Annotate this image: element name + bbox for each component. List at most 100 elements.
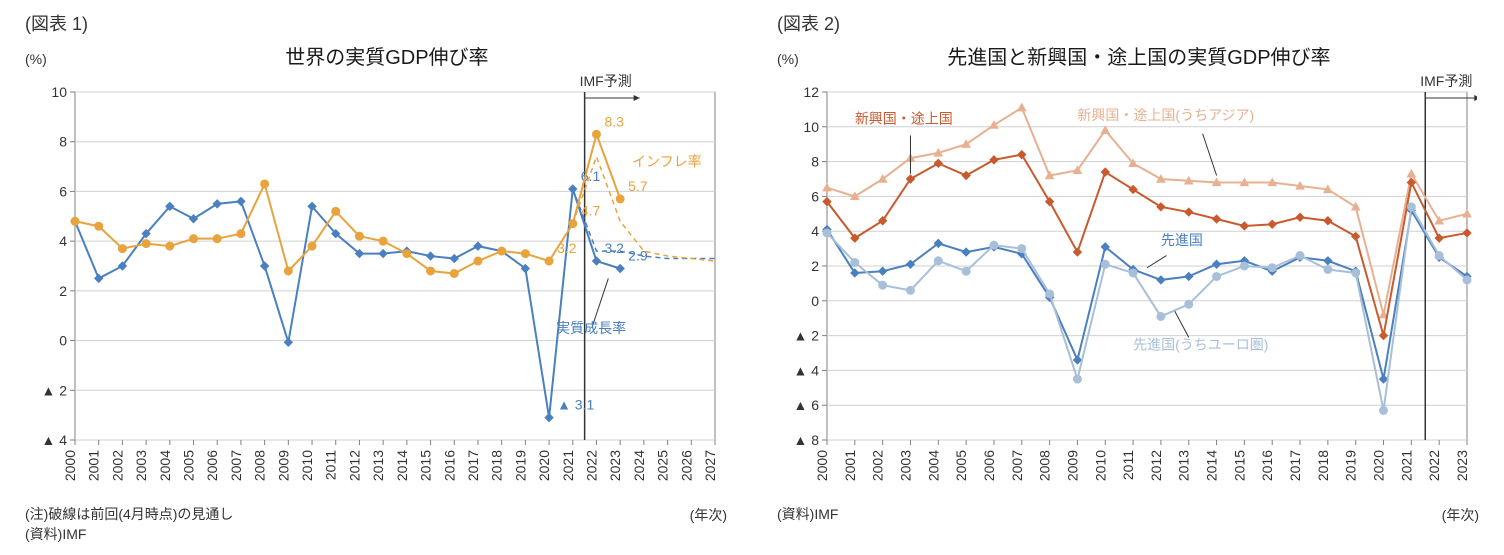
svg-text:2010: 2010 bbox=[299, 450, 315, 481]
svg-text:8.3: 8.3 bbox=[604, 113, 624, 129]
svg-text:インフレ率: インフレ率 bbox=[632, 154, 702, 170]
svg-text:2015: 2015 bbox=[418, 450, 434, 481]
svg-text:2010: 2010 bbox=[1092, 450, 1108, 481]
chart1-footnote1: (注)破線は前回(4月時点)の見通し bbox=[25, 505, 233, 525]
svg-text:2005: 2005 bbox=[181, 450, 197, 481]
svg-text:2013: 2013 bbox=[370, 450, 386, 481]
svg-text:2005: 2005 bbox=[953, 450, 969, 481]
svg-text:2007: 2007 bbox=[228, 450, 244, 481]
svg-text:2: 2 bbox=[811, 258, 819, 274]
svg-text:2023: 2023 bbox=[1454, 450, 1470, 481]
chart2-fig-label: (図表 2) bbox=[777, 10, 1479, 36]
chart1-footer: (注)破線は前回(4月時点)の見通し (資料)IMF (年次) bbox=[25, 505, 727, 544]
svg-text:2002: 2002 bbox=[870, 450, 886, 481]
svg-text:IMF予測: IMF予測 bbox=[580, 73, 632, 89]
svg-text:▲ 2: ▲ 2 bbox=[793, 328, 819, 344]
chart1-fig-label: (図表 1) bbox=[25, 10, 727, 36]
svg-text:0: 0 bbox=[811, 293, 819, 309]
svg-text:8: 8 bbox=[811, 154, 819, 170]
svg-text:2019: 2019 bbox=[512, 450, 528, 481]
chart1-y-unit: (%) bbox=[25, 51, 47, 67]
svg-text:2000: 2000 bbox=[62, 450, 78, 481]
chart2-wrap: (%) 先進国と新興国・途上国の実質GDP伸び率 ▲ 8▲ 6▲ 4▲ 2024… bbox=[777, 41, 1479, 525]
svg-text:2015: 2015 bbox=[1231, 450, 1247, 481]
svg-text:新興国・途上国(うちアジア): 新興国・途上国(うちアジア) bbox=[1077, 107, 1254, 123]
svg-text:2009: 2009 bbox=[275, 450, 291, 481]
svg-text:5.7: 5.7 bbox=[628, 178, 648, 194]
svg-text:2006: 2006 bbox=[204, 450, 220, 481]
svg-text:2009: 2009 bbox=[1064, 450, 1080, 481]
chart2-panel: (図表 2) (%) 先進国と新興国・途上国の実質GDP伸び率 ▲ 8▲ 6▲ … bbox=[752, 0, 1504, 555]
svg-text:8: 8 bbox=[59, 134, 67, 150]
chart1-footnotes: (注)破線は前回(4月時点)の見通し (資料)IMF bbox=[25, 505, 233, 544]
svg-text:2008: 2008 bbox=[1037, 450, 1053, 481]
svg-text:4.7: 4.7 bbox=[581, 203, 601, 219]
svg-text:2001: 2001 bbox=[86, 450, 102, 481]
svg-text:2014: 2014 bbox=[1204, 450, 1220, 481]
svg-text:2018: 2018 bbox=[489, 450, 505, 481]
chart2-footnote: (資料)IMF bbox=[777, 505, 838, 525]
svg-text:2014: 2014 bbox=[394, 450, 410, 481]
svg-text:2016: 2016 bbox=[1259, 450, 1275, 481]
svg-text:▲ 2: ▲ 2 bbox=[41, 382, 67, 398]
svg-text:2003: 2003 bbox=[133, 450, 149, 481]
svg-text:▲ 6: ▲ 6 bbox=[793, 397, 819, 413]
svg-text:2023: 2023 bbox=[607, 450, 623, 481]
svg-text:2002: 2002 bbox=[109, 450, 125, 481]
svg-text:2017: 2017 bbox=[1287, 450, 1303, 481]
svg-text:2016: 2016 bbox=[441, 450, 457, 481]
svg-text:2004: 2004 bbox=[157, 450, 173, 481]
svg-text:2011: 2011 bbox=[1120, 450, 1136, 480]
svg-text:3.2: 3.2 bbox=[604, 240, 624, 256]
svg-text:2006: 2006 bbox=[981, 450, 997, 481]
chart1-x-unit: (年次) bbox=[690, 505, 727, 544]
svg-text:2026: 2026 bbox=[678, 450, 694, 481]
svg-text:2021: 2021 bbox=[560, 450, 576, 481]
svg-text:2022: 2022 bbox=[1426, 450, 1442, 481]
chart1-footnote2: (資料)IMF bbox=[25, 525, 233, 545]
svg-text:2007: 2007 bbox=[1009, 450, 1025, 481]
svg-text:▲ 4: ▲ 4 bbox=[41, 432, 67, 448]
svg-text:0: 0 bbox=[59, 333, 67, 349]
svg-text:2018: 2018 bbox=[1315, 450, 1331, 481]
svg-text:3.2: 3.2 bbox=[557, 240, 577, 256]
svg-text:2011: 2011 bbox=[323, 450, 339, 480]
svg-text:2024: 2024 bbox=[631, 450, 647, 481]
svg-text:12: 12 bbox=[803, 84, 819, 100]
svg-text:新興国・途上国: 新興国・途上国 bbox=[855, 110, 953, 126]
svg-text:2013: 2013 bbox=[1176, 450, 1192, 481]
svg-text:10: 10 bbox=[803, 119, 819, 135]
svg-text:▲ 8: ▲ 8 bbox=[793, 432, 819, 448]
svg-text:先進国(うちユーロ圏): 先進国(うちユーロ圏) bbox=[1133, 337, 1268, 353]
svg-text:2003: 2003 bbox=[897, 450, 913, 481]
svg-text:実質成長率: 実質成長率 bbox=[556, 320, 626, 336]
svg-text:2027: 2027 bbox=[702, 450, 718, 481]
chart2-footer: (資料)IMF (年次) bbox=[777, 505, 1479, 525]
chart2-x-unit: (年次) bbox=[1442, 505, 1479, 525]
svg-text:2025: 2025 bbox=[655, 450, 671, 481]
chart2-svg: ▲ 8▲ 6▲ 4▲ 20246810122000200120022003200… bbox=[777, 70, 1477, 500]
svg-text:2008: 2008 bbox=[252, 450, 268, 481]
svg-text:▲ 3.1: ▲ 3.1 bbox=[557, 397, 594, 413]
svg-text:2000: 2000 bbox=[814, 450, 830, 481]
svg-text:2017: 2017 bbox=[465, 450, 481, 481]
chart1-wrap: (%) 世界の実質GDP伸び率 ▲ 4 ▲ 2 0 2 4 6 8 10 2000 2001 200… bbox=[25, 41, 727, 544]
svg-text:2020: 2020 bbox=[1371, 450, 1387, 481]
svg-text:6: 6 bbox=[59, 183, 67, 199]
svg-text:2020: 2020 bbox=[536, 450, 552, 481]
chart1-header: (%) 世界の実質GDP伸び率 bbox=[25, 41, 727, 70]
svg-text:2001: 2001 bbox=[842, 450, 858, 481]
chart1-panel: (図表 1) (%) 世界の実質GDP伸び率 ▲ 4 ▲ 2 0 2 4 6 8 10 2000… bbox=[0, 0, 752, 555]
svg-text:2019: 2019 bbox=[1343, 450, 1359, 481]
svg-text:4: 4 bbox=[59, 233, 67, 249]
svg-text:IMF予測: IMF予測 bbox=[1420, 73, 1472, 89]
svg-text:4: 4 bbox=[811, 223, 819, 239]
chart1-title: 世界の実質GDP伸び率 bbox=[47, 41, 727, 70]
svg-text:10: 10 bbox=[51, 84, 67, 100]
svg-text:先進国: 先進国 bbox=[1161, 232, 1203, 248]
chart1-svg: ▲ 4 ▲ 2 0 2 4 6 8 10 2000 2001 2002 2003 2004 2005 200… bbox=[25, 70, 725, 500]
svg-text:2012: 2012 bbox=[1148, 450, 1164, 481]
svg-text:2004: 2004 bbox=[925, 450, 941, 481]
svg-text:2: 2 bbox=[59, 283, 67, 299]
chart2-y-unit: (%) bbox=[777, 51, 799, 67]
